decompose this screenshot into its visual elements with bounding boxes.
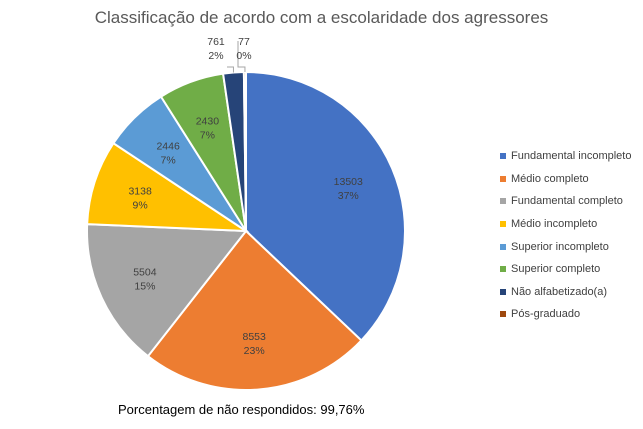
slice-percent-label: 7%: [161, 154, 176, 166]
slice-percent-label: 37%: [338, 190, 359, 202]
legend-swatch: [500, 175, 506, 182]
legend-item: Pós-graduado: [500, 303, 640, 326]
legend-item: Médio completo: [500, 168, 640, 191]
chart-title: Classificação de acordo com a escolarida…: [94, 8, 549, 27]
legend-item: Fundamental completo: [500, 190, 640, 213]
legend-swatch: [500, 153, 506, 160]
legend-item: Médio incompleto: [500, 213, 640, 236]
legend-label: Superior incompleto: [511, 240, 609, 253]
legend-label: Médio incompleto: [511, 218, 598, 231]
pie-slice-4: [86, 141, 250, 233]
legend-swatch: [500, 266, 506, 273]
legend-swatch: [500, 198, 506, 205]
legend-label: Fundamental incompleto: [511, 150, 632, 163]
slice-value-label: 13503: [334, 176, 363, 188]
slice-percent-label: 9%: [133, 200, 148, 212]
legend-item: Superior incompleto: [500, 235, 640, 258]
non-response-note: Porcentagem de não respondidos: 99,76%: [118, 402, 365, 417]
pie-slice-3: [86, 223, 248, 358]
slice-value-label: 5504: [133, 267, 157, 279]
legend-swatch: [500, 221, 506, 228]
leader-line-8: [237, 41, 246, 73]
legend-swatch: [500, 243, 506, 250]
slice-percent-label: 0%: [236, 50, 251, 62]
pie-slice-1: [245, 70, 406, 342]
legend-item: Fundamental incompleto: [500, 145, 640, 168]
slice-value-label: 761: [207, 36, 225, 48]
slice-value-label: 2430: [196, 116, 220, 128]
pie-slice-2: [146, 229, 363, 391]
legend-label: Médio completo: [511, 172, 589, 185]
slice-percent-label: 2%: [208, 50, 223, 62]
slice-percent-label: 23%: [244, 345, 265, 357]
legend-swatch: [500, 311, 506, 318]
leader-line-7: [227, 66, 234, 73]
slice-value-label: 8553: [243, 331, 267, 343]
legend-item: Não alfabetizado(a): [500, 281, 640, 304]
slice-percent-label: 7%: [200, 130, 215, 142]
legend-label: Não alfabetizado(a): [511, 285, 608, 298]
legend-label: Superior completo: [511, 263, 601, 276]
legend-label: Pós-graduado: [511, 308, 581, 321]
legend-label: Fundamental completo: [511, 195, 623, 208]
slice-percent-label: 15%: [134, 281, 155, 293]
chart-legend: Fundamental incompleto Médio completo Fund…: [500, 145, 640, 326]
slice-value-label: 3138: [128, 186, 152, 198]
slice-value-label: 77: [238, 36, 250, 48]
legend-item: Superior completo: [500, 258, 640, 281]
legend-swatch: [500, 288, 506, 295]
slice-value-label: 2446: [156, 140, 180, 152]
